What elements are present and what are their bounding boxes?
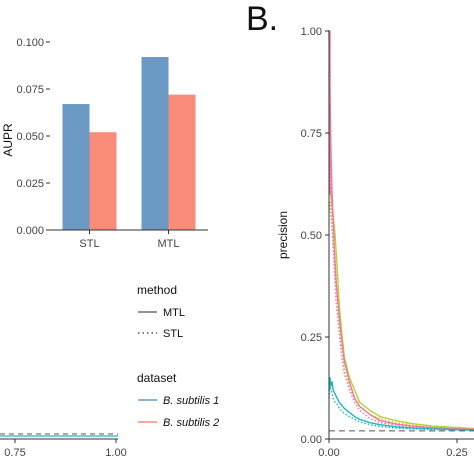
pr-y-tick-label: 0.25 — [301, 332, 322, 344]
legend-stl-label: STL — [163, 328, 183, 340]
left-pr-x-tick-label: 1.00 — [105, 447, 126, 459]
pr-y-axis-label: precision — [276, 211, 290, 259]
left-pr-x-ticks: 0.75 1.00 — [4, 439, 127, 459]
bar-y-tick-label: 0.050 — [16, 131, 44, 143]
pr-curve-stl-3 — [328, 71, 474, 431]
pr-y-tick-label: 0.50 — [301, 230, 322, 242]
bar-marks — [62, 57, 196, 230]
pr-y-tick-label: 0.75 — [301, 128, 322, 140]
pr-x-ticks: 0.00 0.25 — [318, 439, 468, 459]
pr-y-tick-label: 1.00 — [301, 26, 322, 38]
legend: method MTL STL dataset B. subtilis 1 B. … — [137, 283, 219, 429]
bar-x-ticks: STL MTL — [79, 230, 180, 250]
legend-dataset-title: dataset — [137, 371, 177, 385]
bar-mtl-1 — [141, 57, 169, 230]
panel-b-label: B. — [246, 0, 278, 38]
bar-stl-1 — [62, 104, 90, 230]
bar-y-ticks: 0.000 0.025 0.050 0.075 0.100 — [16, 37, 50, 237]
pr-y-tick-label: 0.00 — [301, 434, 322, 446]
left-pr-x-tick-label: 0.75 — [4, 447, 25, 459]
legend-bs1-label: B. subtilis 1 — [163, 395, 219, 407]
pr-curves — [328, 30, 474, 432]
bar-chart: AUPR 0.000 0.025 0.050 0.075 0.100 STL MTL — [1, 37, 208, 250]
pr-curve-stl-1 — [328, 201, 474, 430]
bar-y-tick-label: 0.100 — [16, 37, 44, 49]
bar-stl-2 — [89, 132, 117, 230]
pr-curve-mtl-2 — [328, 30, 474, 430]
pr-curve-mtl-0 — [328, 185, 474, 430]
pr-curve-stl-5 — [328, 385, 474, 432]
legend-method-title: method — [137, 283, 177, 297]
bar-y-axis-label: AUPR — [1, 123, 15, 157]
precision-recall-chart: B. precision 0.000.250.500.751.00 0.00 0.… — [246, 0, 474, 459]
legend-bs2-label: B. subtilis 2 — [163, 417, 219, 429]
bar-y-tick-label: 0.075 — [16, 84, 44, 96]
bar-y-tick-label: 0.000 — [16, 225, 44, 237]
left-pr-chart-fragment: 0.75 1.00 — [0, 433, 127, 459]
pr-x-tick-label: 0.00 — [318, 447, 339, 459]
bar-y-tick-label: 0.025 — [16, 178, 44, 190]
legend-mtl-label: MTL — [163, 307, 185, 319]
bar-x-tick-label: STL — [79, 238, 99, 250]
bar-mtl-2 — [168, 94, 196, 230]
bar-x-tick-label: MTL — [158, 238, 180, 250]
pr-y-ticks: 0.00 0.25 0.50 0.75 1.00 — [301, 26, 329, 446]
pr-x-tick-label: 0.25 — [446, 447, 467, 459]
pr-curve-mtl-4 — [328, 377, 474, 431]
